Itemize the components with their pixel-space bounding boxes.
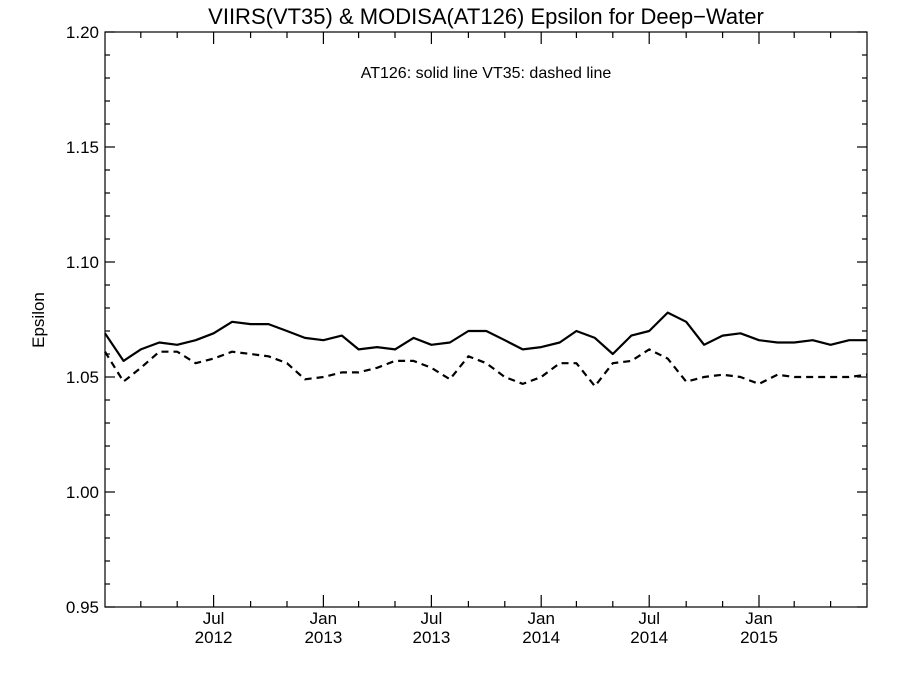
- y-tick-label: 1.00: [66, 483, 99, 502]
- x-tick-label-year: 2013: [412, 628, 450, 647]
- y-axis-label: Epsilon: [29, 292, 48, 348]
- x-tick-label-year: 2012: [195, 628, 233, 647]
- plot-frame: [104, 31, 868, 608]
- y-tick-label: 1.05: [66, 368, 99, 387]
- x-axis: Jul2012Jan2013Jul2013Jan2014Jul2014Jan20…: [140, 32, 832, 647]
- y-axis: 0.95 1.00 1.05 1.10 1.15 1.20: [66, 23, 867, 617]
- chart-title: VIIRS(VT35) & MODISA(AT126) Epsilon for …: [208, 4, 764, 29]
- line-style-note: AT126: solid line VT35: dashed line: [361, 65, 612, 82]
- x-tick-label-year: 2014: [522, 628, 560, 647]
- x-tick-label-month: Jul: [638, 609, 660, 628]
- y-tick-label: 1.20: [66, 23, 99, 42]
- x-tick-label-year: 2015: [740, 628, 778, 647]
- x-tick-label-month: Jan: [527, 609, 554, 628]
- series-line-dashed: [104, 348, 868, 388]
- x-tick-label-year: 2014: [630, 628, 668, 647]
- x-tick-label-year: 2013: [304, 628, 342, 647]
- series-group: [104, 311, 868, 388]
- y-tick-label: 0.95: [66, 598, 99, 617]
- x-tick-label-month: Jan: [310, 609, 337, 628]
- x-tick-label-month: Jan: [745, 609, 772, 628]
- y-tick-label: 1.15: [66, 138, 99, 157]
- y-tick-label: 1.10: [66, 253, 99, 272]
- x-tick-label-month: Jul: [421, 609, 443, 628]
- x-tick-label-month: Jul: [203, 609, 225, 628]
- series-line-solid: [104, 311, 867, 362]
